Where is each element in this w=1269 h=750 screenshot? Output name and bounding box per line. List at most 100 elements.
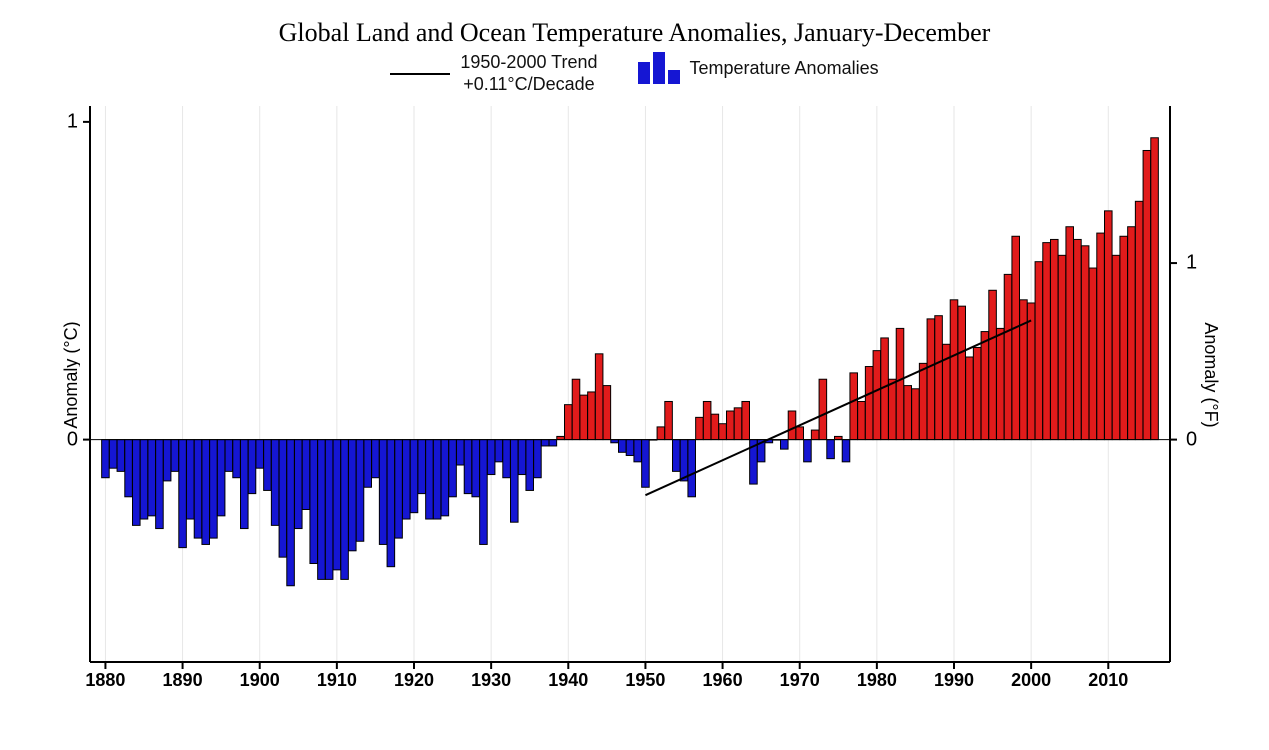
x-tick-label: 2000 <box>1011 670 1051 691</box>
bar <box>194 440 202 538</box>
x-tick-label: 1950 <box>625 670 665 691</box>
x-tick-label: 1900 <box>240 670 280 691</box>
bar <box>1143 150 1151 439</box>
bar <box>935 316 943 440</box>
x-tick-label: 1880 <box>85 670 125 691</box>
bar <box>480 440 488 545</box>
bar <box>441 440 449 516</box>
x-tick-label: 1960 <box>703 670 743 691</box>
bar <box>588 392 596 440</box>
bar <box>1066 227 1074 440</box>
bar <box>973 347 981 439</box>
bar <box>981 332 989 440</box>
bar <box>1120 236 1128 439</box>
y-right-tick-label: 1 <box>1178 252 1197 275</box>
bar <box>804 440 812 462</box>
bar <box>796 427 804 440</box>
bar <box>503 440 511 478</box>
bar <box>1020 300 1028 440</box>
bar <box>264 440 272 491</box>
y-left-tick-label: 1 <box>67 110 86 133</box>
bar <box>1151 138 1159 440</box>
bar <box>1081 246 1089 440</box>
bar <box>1074 239 1082 439</box>
legend-bars-icon <box>638 52 680 84</box>
y-axis-right-label: Anomaly (°F) <box>1200 322 1221 427</box>
bar <box>472 440 480 497</box>
bar <box>811 430 819 440</box>
bar <box>287 440 295 586</box>
chart-svg <box>80 100 1180 690</box>
bar <box>742 401 750 439</box>
bar <box>657 427 665 440</box>
bar <box>302 440 310 510</box>
bar <box>495 440 503 462</box>
bar <box>603 386 611 440</box>
bar <box>572 379 580 439</box>
bar <box>487 440 495 475</box>
x-tick-label: 1930 <box>471 670 511 691</box>
bar <box>634 440 642 462</box>
bar <box>511 440 519 523</box>
bar <box>1004 274 1012 439</box>
bar <box>457 440 465 465</box>
bar <box>865 367 873 440</box>
bar <box>788 411 796 440</box>
bar <box>1051 239 1059 439</box>
bar <box>310 440 318 564</box>
bar <box>156 440 164 529</box>
plot-area <box>80 100 1180 690</box>
bar <box>279 440 287 558</box>
bar <box>133 440 141 526</box>
bar <box>819 379 827 439</box>
bar <box>580 395 588 439</box>
bar <box>433 440 441 519</box>
bar <box>997 328 1005 439</box>
bar <box>1089 268 1097 440</box>
bar <box>426 440 434 519</box>
bar <box>1012 236 1020 439</box>
bar <box>109 440 117 469</box>
bar <box>356 440 364 542</box>
bar <box>241 440 249 529</box>
bar <box>850 373 858 440</box>
bar <box>271 440 279 526</box>
x-tick-label: 1980 <box>857 670 897 691</box>
bar <box>889 379 897 439</box>
bar <box>449 440 457 497</box>
bar <box>125 440 133 497</box>
bar <box>904 386 912 440</box>
bar <box>595 354 603 440</box>
bar <box>217 440 225 516</box>
legend-trend: 1950-2000 Trend +0.11°C/Decade <box>390 52 597 95</box>
bar <box>734 408 742 440</box>
bar <box>549 440 557 446</box>
bar <box>410 440 418 513</box>
x-tick-label: 1940 <box>548 670 588 691</box>
bar <box>1043 243 1051 440</box>
bar <box>379 440 387 545</box>
bar <box>187 440 195 519</box>
bar <box>256 440 264 469</box>
bar <box>896 328 904 439</box>
bar <box>619 440 627 453</box>
bar <box>418 440 426 494</box>
bar <box>387 440 395 567</box>
bar <box>842 440 850 462</box>
bar <box>140 440 148 519</box>
x-tick-label: 1920 <box>394 670 434 691</box>
bar <box>727 411 735 440</box>
x-tick-label: 1970 <box>780 670 820 691</box>
bar <box>341 440 349 580</box>
bar <box>1135 201 1143 439</box>
x-tick-label: 1910 <box>317 670 357 691</box>
bar <box>919 363 927 439</box>
bar <box>333 440 341 570</box>
bar <box>148 440 156 516</box>
bar <box>958 306 966 439</box>
x-tick-label: 2010 <box>1088 670 1128 691</box>
bar <box>827 440 835 459</box>
x-tick-label: 1990 <box>934 670 974 691</box>
bar <box>950 300 958 440</box>
legend-trend-label1: 1950-2000 Trend <box>460 52 597 74</box>
